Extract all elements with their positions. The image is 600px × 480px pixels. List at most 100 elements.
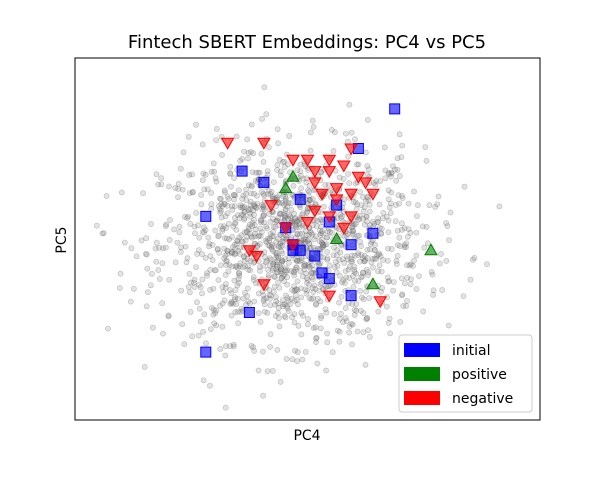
background-point: [304, 187, 311, 194]
background-point: [177, 249, 184, 255]
background-point: [285, 297, 292, 304]
background-point: [103, 193, 110, 199]
background-point: [100, 230, 107, 236]
background-point: [394, 166, 401, 173]
background-point: [363, 316, 370, 323]
background-point: [319, 228, 326, 235]
background-point: [264, 191, 271, 198]
positive-point: [424, 243, 438, 256]
background-point: [471, 254, 478, 261]
background-point: [224, 247, 231, 254]
background-point: [221, 189, 228, 196]
background-point: [266, 295, 273, 302]
background-point: [377, 178, 384, 184]
background-point: [296, 221, 302, 228]
background-point: [292, 215, 298, 221]
background-point: [175, 194, 181, 200]
negative-point: [264, 200, 279, 213]
background-point: [323, 309, 330, 316]
background-point: [291, 215, 298, 222]
background-point: [364, 246, 371, 253]
background-point: [245, 149, 252, 156]
background-point: [432, 203, 439, 210]
background-point: [121, 239, 128, 246]
background-point: [310, 270, 317, 276]
background-point: [232, 287, 239, 293]
background-point: [307, 147, 314, 154]
background-point: [213, 178, 220, 185]
background-point: [234, 308, 241, 315]
background-point: [257, 233, 264, 240]
background-point: [327, 187, 334, 194]
background-point: [320, 241, 327, 248]
negative-point: [322, 211, 337, 224]
background-point: [375, 308, 382, 315]
background-point: [392, 218, 399, 225]
background-point: [403, 244, 409, 250]
background-point: [292, 256, 299, 263]
background-point: [211, 320, 218, 327]
background-point: [284, 267, 291, 274]
background-point: [305, 193, 312, 199]
background-point: [278, 248, 285, 254]
background-point: [317, 325, 324, 332]
background-point: [355, 250, 361, 256]
background-point: [175, 180, 182, 187]
background-point: [172, 185, 179, 191]
background-point: [264, 368, 271, 374]
background-point: [284, 203, 291, 210]
background-point: [186, 171, 193, 178]
background-point: [267, 190, 274, 197]
background-point: [156, 276, 163, 282]
background-point: [243, 191, 249, 197]
background-point: [256, 169, 263, 176]
background-point: [375, 251, 382, 258]
background-point: [267, 256, 274, 263]
background-point: [428, 268, 435, 275]
background-point: [293, 296, 300, 303]
background-point: [241, 204, 248, 211]
background-point: [274, 263, 281, 270]
background-point: [386, 204, 393, 211]
background-point: [229, 203, 235, 210]
background-point: [373, 256, 379, 262]
background-point: [309, 196, 316, 202]
background-point: [223, 262, 230, 268]
background-point: [306, 281, 313, 288]
background-point: [228, 290, 235, 297]
background-point: [220, 289, 227, 295]
background-point: [275, 300, 282, 307]
background-point: [179, 321, 186, 328]
background-point: [279, 159, 286, 165]
background-point: [277, 211, 284, 217]
background-point: [393, 261, 400, 267]
background-point: [349, 321, 356, 328]
chart-title: Fintech SBERT Embeddings: PC4 vs PC5: [128, 32, 486, 53]
background-point: [324, 249, 331, 255]
background-point: [308, 269, 315, 276]
background-point: [313, 334, 320, 341]
background-point: [221, 201, 228, 207]
background-point: [356, 212, 363, 219]
background-point: [308, 270, 314, 277]
background-point: [333, 225, 340, 231]
background-point: [296, 216, 303, 223]
background-point: [368, 259, 375, 266]
background-point: [290, 182, 297, 189]
background-point: [319, 240, 326, 247]
background-point: [283, 233, 290, 240]
background-point: [249, 234, 255, 241]
background-point: [229, 206, 236, 213]
background-point: [208, 205, 215, 212]
background-point: [385, 169, 392, 176]
background-point: [297, 161, 304, 168]
background-point: [191, 276, 198, 283]
background-point: [261, 219, 267, 226]
background-point: [342, 130, 349, 137]
background-point: [216, 205, 223, 212]
background-point: [381, 144, 388, 151]
background-point: [260, 213, 266, 220]
background-point: [358, 251, 365, 258]
background-point: [270, 233, 277, 240]
background-point: [291, 210, 297, 217]
